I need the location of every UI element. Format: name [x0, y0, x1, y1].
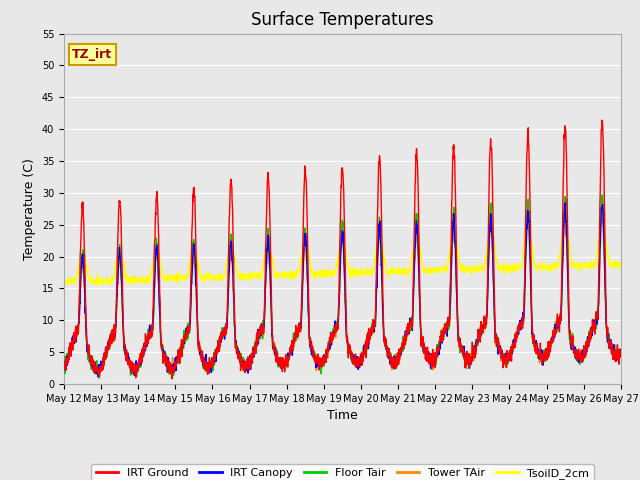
Floor Tair	[598, 192, 606, 198]
Line: IRT Canopy: IRT Canopy	[64, 203, 621, 377]
IRT Ground	[583, 341, 591, 347]
TsoilD_2cm	[617, 262, 625, 268]
Floor Tair	[617, 350, 625, 356]
Tower TAir	[504, 350, 512, 356]
Title: Surface Temperatures: Surface Temperatures	[251, 11, 434, 29]
TsoilD_2cm	[93, 283, 101, 288]
IRT Ground	[216, 348, 223, 353]
IRT Ground	[358, 356, 366, 361]
IRT Canopy	[617, 347, 625, 352]
IRT Ground	[617, 354, 625, 360]
Line: IRT Ground: IRT Ground	[64, 120, 621, 379]
Floor Tair	[568, 338, 575, 344]
Floor Tair	[358, 351, 366, 357]
TsoilD_2cm	[598, 221, 606, 227]
IRT Canopy	[584, 342, 591, 348]
IRT Ground	[60, 358, 68, 364]
Tower TAir	[216, 339, 223, 345]
IRT Ground	[168, 376, 176, 382]
TsoilD_2cm	[216, 274, 223, 279]
Tower TAir	[371, 318, 378, 324]
TsoilD_2cm	[583, 264, 591, 270]
TsoilD_2cm	[568, 261, 575, 266]
TsoilD_2cm	[504, 267, 512, 273]
IRT Ground	[371, 322, 378, 327]
IRT Canopy	[504, 355, 512, 360]
Floor Tair	[583, 343, 591, 348]
Tower TAir	[60, 362, 68, 368]
Line: Floor Tair: Floor Tair	[64, 195, 621, 378]
Floor Tair	[216, 345, 223, 351]
TsoilD_2cm	[60, 280, 68, 286]
Tower TAir	[617, 353, 625, 359]
IRT Canopy	[216, 340, 223, 346]
Floor Tair	[371, 322, 378, 328]
IRT Canopy	[94, 374, 102, 380]
Floor Tair	[504, 361, 512, 367]
Line: Tower TAir: Tower TAir	[64, 212, 621, 375]
X-axis label: Time: Time	[327, 409, 358, 422]
IRT Canopy	[358, 351, 366, 357]
IRT Canopy	[60, 361, 68, 367]
Line: TsoilD_2cm: TsoilD_2cm	[64, 224, 621, 286]
Text: TZ_irt: TZ_irt	[72, 48, 113, 61]
Legend: IRT Ground, IRT Canopy, Floor Tair, Tower TAir, TsoilD_2cm: IRT Ground, IRT Canopy, Floor Tair, Towe…	[91, 464, 594, 480]
IRT Canopy	[561, 200, 569, 206]
Tower TAir	[583, 340, 591, 346]
TsoilD_2cm	[358, 269, 366, 275]
IRT Ground	[568, 335, 575, 341]
Tower TAir	[598, 209, 606, 215]
Y-axis label: Temperature (C): Temperature (C)	[23, 158, 36, 260]
Tower TAir	[568, 340, 575, 346]
Floor Tair	[60, 366, 68, 372]
Tower TAir	[95, 372, 102, 378]
Tower TAir	[358, 350, 366, 356]
Floor Tair	[95, 375, 103, 381]
TsoilD_2cm	[371, 259, 378, 264]
IRT Ground	[598, 117, 606, 123]
IRT Canopy	[371, 319, 378, 325]
IRT Ground	[504, 356, 512, 362]
IRT Canopy	[568, 347, 575, 352]
